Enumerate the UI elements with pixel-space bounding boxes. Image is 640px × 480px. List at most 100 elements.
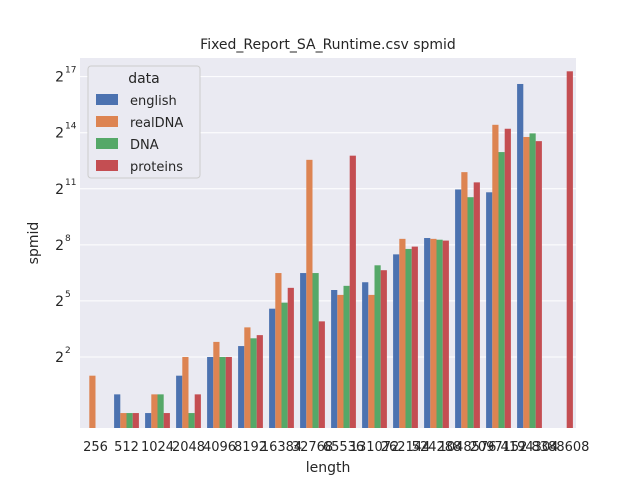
y-tick-base: 2 xyxy=(55,70,64,86)
legend-title: data xyxy=(128,71,160,87)
y-tick-base: 2 xyxy=(55,126,64,142)
bar-proteins-8192 xyxy=(256,335,263,428)
y-tick-label: 2 xyxy=(55,238,64,254)
bar-realdna-512 xyxy=(120,413,127,428)
bar-dna-65536 xyxy=(343,285,350,428)
bar-proteins-262144 xyxy=(411,246,418,428)
bar-realdna-16384 xyxy=(275,273,282,428)
bar-dna-4096 xyxy=(219,356,226,428)
y-tick-exponent: 14 xyxy=(65,122,77,132)
x-tick-label: 8192 xyxy=(234,440,267,455)
bar-realdna-2048 xyxy=(182,356,189,428)
bar-dna-2097152 xyxy=(498,152,505,428)
y-tick-base: 2 xyxy=(55,350,64,366)
x-tick-label: 16384 xyxy=(261,440,302,455)
bar-english-524288 xyxy=(424,238,431,428)
y-tick-exponent: 17 xyxy=(65,66,76,76)
bar-realdna-1048576 xyxy=(461,172,468,428)
bar-english-32768 xyxy=(300,273,307,428)
bar-dna-1048576 xyxy=(467,197,474,428)
bar-proteins-524288 xyxy=(442,240,449,428)
x-tick-label: 32768 xyxy=(292,440,333,455)
bar-dna-2048 xyxy=(188,413,195,428)
y-axis-label: spmid xyxy=(26,222,42,265)
x-tick-label: 2048 xyxy=(172,440,205,455)
bar-dna-131072 xyxy=(374,265,381,428)
bar-proteins-16384 xyxy=(287,287,294,428)
bar-proteins-8388608 xyxy=(566,71,573,428)
bar-dna-512 xyxy=(126,413,133,428)
bar-english-2097152 xyxy=(486,192,493,428)
bar-english-65536 xyxy=(331,290,338,428)
y-tick-exponent: 2 xyxy=(65,346,71,356)
y-tick-label: 2 xyxy=(55,182,64,198)
bar-realdna-4194304 xyxy=(523,136,530,429)
y-tick-label: 2 xyxy=(55,350,64,366)
x-tick-label: 1024 xyxy=(141,440,174,455)
bar-dna-262144 xyxy=(405,248,412,428)
bar-realdna-262144 xyxy=(399,238,406,428)
x-tick-label: 262144 xyxy=(381,440,431,455)
x-tick-label: 4096 xyxy=(203,440,236,455)
bar-realdna-4096 xyxy=(213,341,220,428)
chart-title: Fixed_Report_SA_Runtime.csv spmid xyxy=(200,37,456,53)
bar-english-1024 xyxy=(145,413,152,428)
y-tick-exponent: 8 xyxy=(65,234,71,244)
bar-dna-524288 xyxy=(436,239,443,428)
legend-swatch-realdna xyxy=(96,116,118,127)
legend-swatch-proteins xyxy=(96,160,118,171)
legend-swatch-english xyxy=(96,94,118,105)
bar-english-262144 xyxy=(393,254,400,428)
x-tick-label: 2097152 xyxy=(470,440,528,455)
bar-english-131072 xyxy=(362,282,369,428)
legend-label-english: english xyxy=(130,94,177,109)
bar-realdna-2097152 xyxy=(492,124,499,429)
bar-proteins-65536 xyxy=(349,155,356,429)
x-tick-label: 8388608 xyxy=(532,440,590,455)
bar-proteins-131072 xyxy=(380,270,387,428)
bars-layer xyxy=(89,71,573,429)
x-tick-label: 524288 xyxy=(412,440,462,455)
y-tick-base: 2 xyxy=(55,238,64,254)
y-tick-base: 2 xyxy=(55,294,64,310)
y-tick-exponent: 11 xyxy=(65,178,76,188)
bar-proteins-2048 xyxy=(194,394,201,428)
bar-proteins-512 xyxy=(132,413,139,428)
bar-proteins-2097152 xyxy=(504,128,511,428)
bar-realdna-65536 xyxy=(337,294,344,428)
bar-proteins-1024 xyxy=(163,413,170,428)
x-tick-label: 65536 xyxy=(323,440,364,455)
bar-realdna-524288 xyxy=(430,238,437,428)
bar-english-512 xyxy=(114,394,121,428)
bar-english-8192 xyxy=(238,346,245,428)
y-tick-base: 2 xyxy=(55,182,64,198)
x-tick-label: 131072 xyxy=(350,440,400,455)
bar-dna-16384 xyxy=(281,302,288,428)
y-tick-label: 2 xyxy=(55,126,64,142)
bar-proteins-4096 xyxy=(225,356,232,428)
x-axis-label: length xyxy=(306,460,351,476)
bar-english-4096 xyxy=(207,356,214,428)
y-tick-label: 2 xyxy=(55,70,64,86)
x-tick-label: 4194304 xyxy=(501,440,559,455)
legend-label-dna: DNA xyxy=(130,138,159,153)
bar-english-16384 xyxy=(269,308,276,428)
bar-dna-4194304 xyxy=(529,133,536,428)
bar-english-4194304 xyxy=(517,83,524,428)
bar-proteins-32768 xyxy=(318,321,325,428)
bar-dna-32768 xyxy=(312,273,319,428)
grid-layer xyxy=(80,76,576,358)
bar-english-2048 xyxy=(176,375,183,428)
y-tick-label: 2 xyxy=(55,294,64,310)
bar-realdna-256 xyxy=(89,375,96,428)
bar-realdna-1024 xyxy=(151,394,158,428)
legend-label-proteins: proteins xyxy=(130,160,183,175)
x-tick-label: 256 xyxy=(83,440,108,455)
bar-dna-1024 xyxy=(157,394,164,428)
x-tick-label: 1048576 xyxy=(439,440,497,455)
bar-realdna-32768 xyxy=(306,159,313,428)
bar-dna-8192 xyxy=(250,338,257,428)
